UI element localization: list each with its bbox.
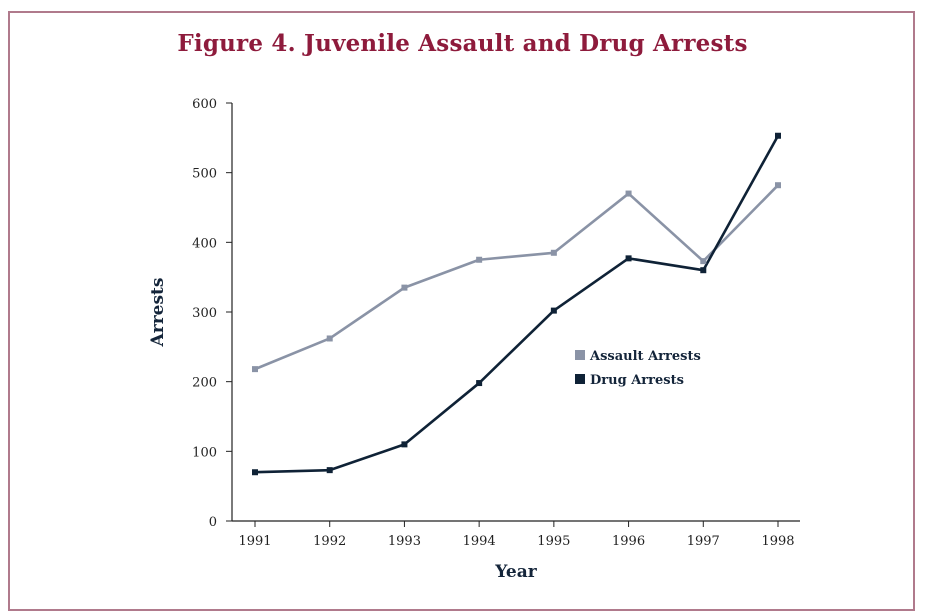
y-tick-label: 500	[192, 167, 217, 182]
data-point-drug	[326, 467, 333, 474]
y-tick-label: 300	[192, 306, 217, 321]
data-point-drug	[775, 132, 781, 139]
x-tick-label: 1998	[761, 534, 794, 549]
data-point-assault	[476, 256, 483, 263]
x-tick-label: 1995	[537, 534, 570, 549]
y-tick-label: 200	[192, 376, 217, 391]
legend-label: Assault Arrests	[589, 349, 701, 364]
legend-swatch	[575, 350, 585, 360]
data-point-drug	[550, 307, 557, 314]
data-point-drug	[700, 267, 707, 274]
data-point-assault	[401, 284, 408, 291]
x-tick-label: 1996	[612, 534, 645, 549]
y-tick-label: 400	[192, 236, 217, 251]
legend-label: Drug Arrests	[590, 373, 684, 388]
data-point-drug	[625, 255, 632, 262]
data-point-assault	[326, 335, 333, 342]
data-point-drug	[252, 469, 258, 476]
x-tick-label: 1993	[388, 534, 421, 549]
data-point-assault	[550, 249, 557, 256]
x-tick-label: 1994	[463, 534, 496, 549]
x-tick-label: 1991	[238, 534, 271, 549]
y-tick-label: 100	[192, 445, 217, 460]
data-point-assault	[625, 190, 632, 197]
data-point-assault	[252, 366, 258, 373]
data-point-assault	[775, 182, 781, 189]
y-tick-label: 600	[192, 97, 217, 112]
data-point-assault	[700, 258, 707, 265]
y-tick-label: 0	[209, 515, 217, 530]
x-tick-label: 1992	[313, 534, 346, 549]
legend-swatch	[575, 374, 585, 384]
series-line-assault	[254, 184, 779, 371]
data-point-drug	[476, 380, 483, 387]
chart-title: Figure 4. Juvenile Assault and Drug Arre…	[177, 30, 748, 57]
series-line-drug	[254, 135, 780, 474]
figure-frame	[8, 11, 915, 611]
line-chart: 0 100 200 300 400 500 600 1991 1992 1993 1994 1995 1…	[148, 97, 800, 582]
data-point-drug	[401, 441, 408, 448]
x-tick-label: 1997	[687, 534, 720, 549]
y-axis-label: Arrests	[148, 278, 168, 348]
x-axis-label: Year	[494, 562, 537, 582]
